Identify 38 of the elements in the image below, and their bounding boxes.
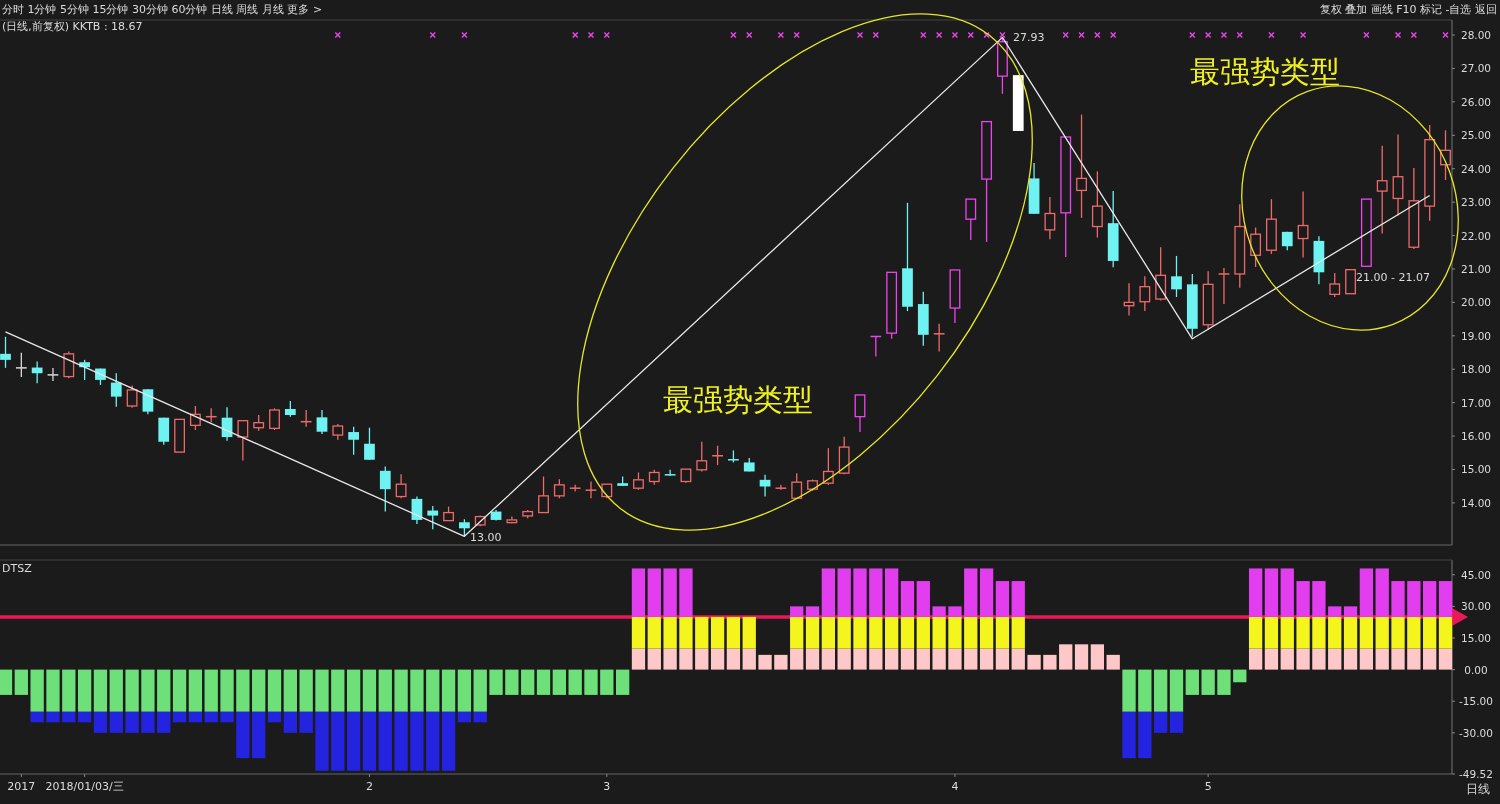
annotation: 最强势类型: [663, 382, 813, 417]
y-tick-label: -15.00: [1459, 695, 1493, 708]
chart-title: (日线,前复权) KKTB : 18.67: [2, 20, 143, 33]
y-tick-label: -30.00: [1459, 726, 1493, 739]
x-tick-label: 3: [603, 780, 611, 793]
y-tick-label: 19.00: [1460, 329, 1492, 342]
annotation: 27.93: [1013, 31, 1045, 44]
y-tick-label: 23.00: [1460, 196, 1492, 209]
y-tick-label: 27.00: [1460, 62, 1492, 75]
y-tick-label: 22.00: [1460, 229, 1492, 242]
y-tick-label: 0.00: [1464, 663, 1488, 676]
y-tick-label: 28.00: [1460, 29, 1492, 42]
y-tick-label: 21.00: [1460, 262, 1492, 275]
y-tick-label: 16.00: [1460, 430, 1492, 443]
text: 分时 1分钟 5分钟 15分钟 30分钟 60分钟 日线 周线 月线 更多 >: [2, 3, 323, 16]
text: 日线: [1466, 782, 1490, 796]
y-tick-label: 24.00: [1460, 162, 1492, 175]
y-tick-label: 30.00: [1460, 600, 1492, 613]
text: 复权 叠加 画线 F10 标记 -自选 返回: [1319, 3, 1497, 16]
x-tick-label: 2018/01/03/三: [45, 780, 124, 793]
annotation: 最强势类型: [1190, 54, 1340, 89]
chart-title: DTSZ: [2, 562, 33, 575]
y-tick-label: 17.00: [1460, 396, 1492, 409]
annotation: 21.00 - 21.07: [1356, 271, 1430, 284]
x-tick-label: 5: [1204, 780, 1212, 793]
x-tick-label: 4: [951, 780, 959, 793]
y-tick-label: 15.00: [1460, 631, 1492, 644]
y-tick-label: 26.00: [1460, 95, 1492, 108]
y-tick-label: 15.00: [1460, 463, 1492, 476]
y-tick-label: 20.00: [1460, 296, 1492, 309]
y-tick-label: -49.52: [1459, 768, 1493, 780]
y-tick-label: 18.00: [1460, 363, 1492, 376]
annotation: 13.00: [470, 531, 502, 544]
y-tick-label: 45.00: [1460, 568, 1492, 581]
y-tick-label: 25.00: [1460, 129, 1492, 142]
x-tick-label: 2017: [7, 780, 36, 793]
x-tick-label: 2: [365, 780, 373, 793]
y-tick-label: 14.00: [1460, 496, 1492, 509]
